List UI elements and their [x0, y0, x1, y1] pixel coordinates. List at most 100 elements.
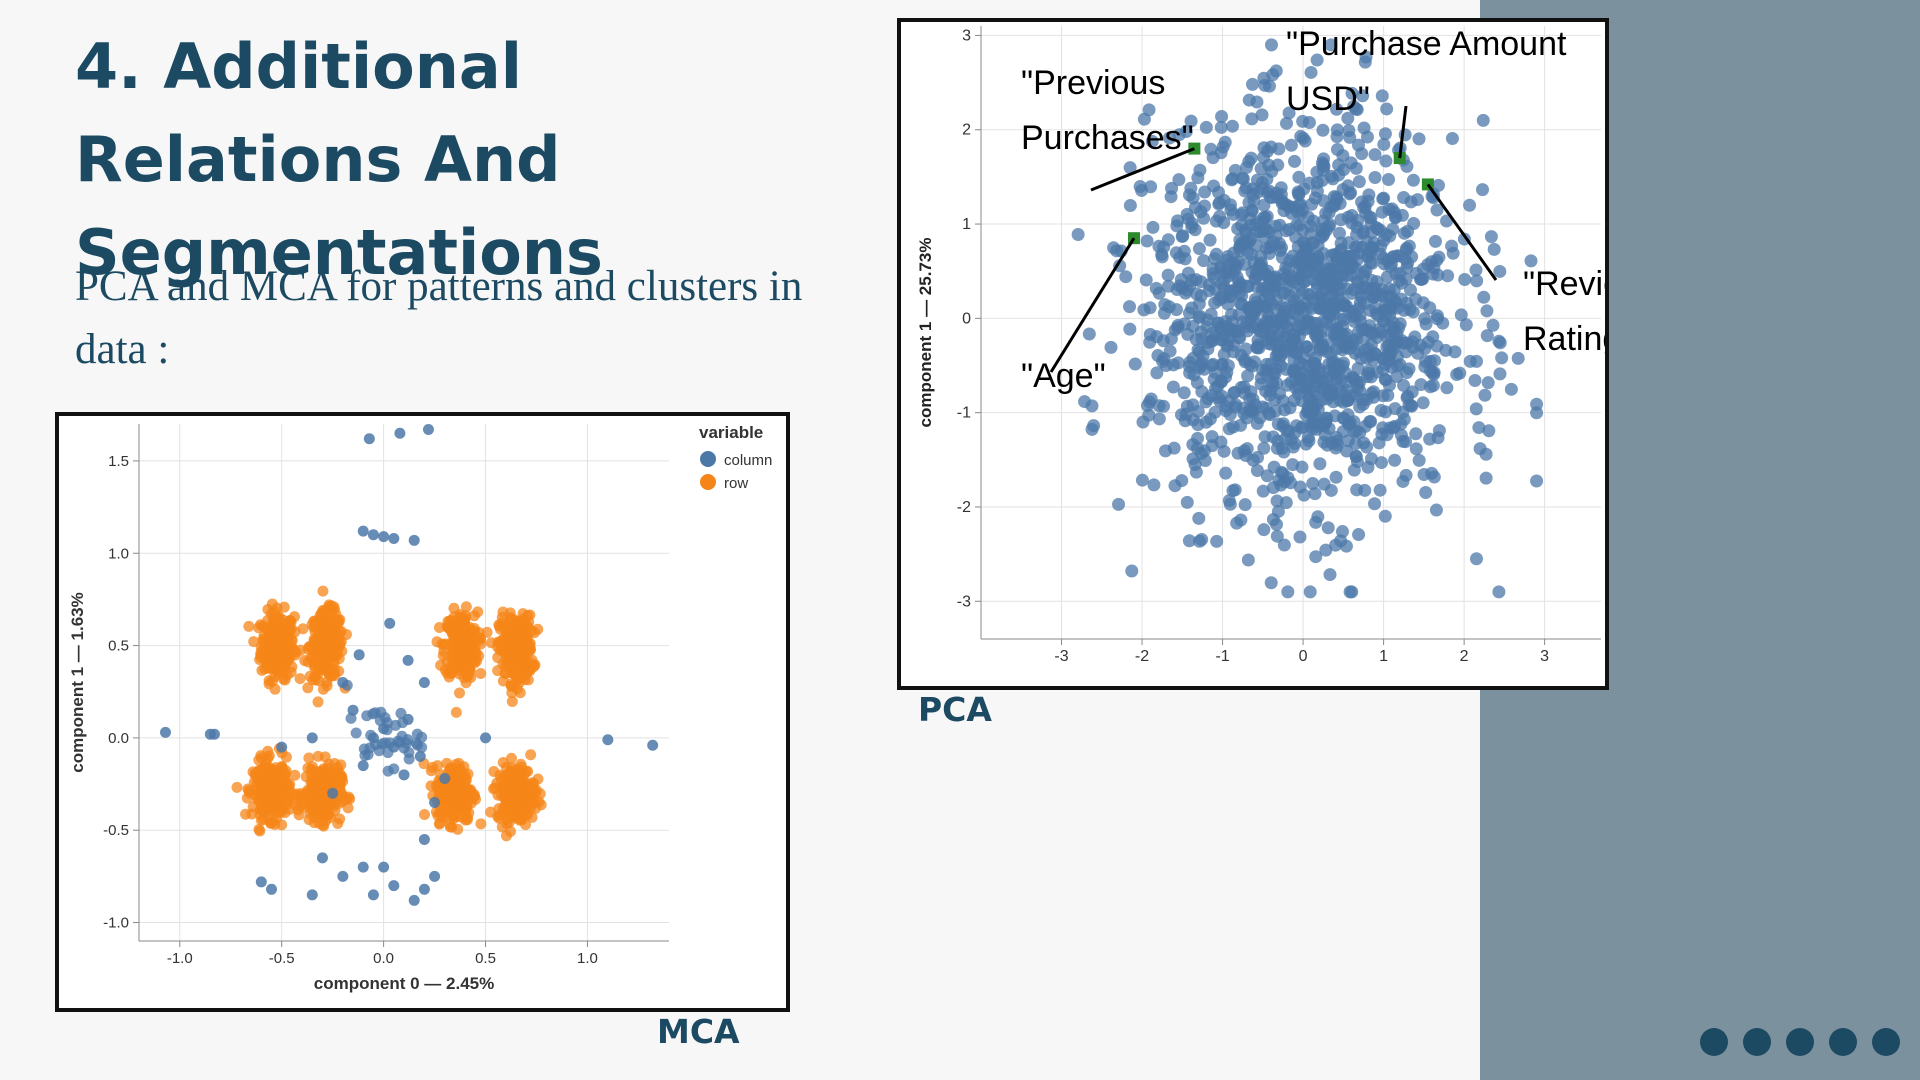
- row-point: [288, 611, 300, 623]
- row-point: [324, 621, 336, 633]
- pca-point: [1297, 265, 1311, 279]
- pca-point: [1310, 184, 1324, 198]
- pca-point: [1206, 151, 1220, 165]
- pca-point: [1308, 487, 1322, 501]
- row-point: [497, 675, 509, 687]
- pca-point: [1441, 269, 1455, 283]
- pca-point: [1256, 484, 1270, 498]
- row-point: [297, 623, 309, 635]
- pca-point: [1284, 273, 1298, 287]
- row-point: [273, 783, 285, 795]
- row-point: [460, 601, 472, 613]
- pca-point: [1293, 255, 1307, 269]
- pca-point: [1282, 106, 1296, 120]
- row-point: [515, 758, 527, 770]
- pca-point: [1303, 585, 1317, 599]
- row-point: [241, 792, 253, 804]
- pca-point: [1399, 435, 1413, 449]
- pca-point: [1325, 382, 1339, 396]
- pca-point: [1406, 340, 1420, 354]
- row-point: [454, 687, 466, 699]
- row-point: [488, 783, 500, 795]
- column-point: [373, 745, 385, 757]
- pca-point: [1481, 376, 1495, 390]
- pca-point: [1307, 236, 1321, 250]
- row-point: [303, 752, 315, 764]
- pca-point: [1281, 471, 1295, 485]
- pca-point: [1139, 273, 1153, 287]
- row-point: [497, 756, 509, 768]
- pca-point: [1402, 362, 1416, 376]
- pca-point: [1277, 538, 1291, 552]
- pca-point: [1293, 480, 1307, 494]
- pca-point: [1356, 393, 1370, 407]
- row-point: [332, 818, 344, 830]
- pca-point: [1288, 154, 1302, 168]
- y-tick-label: 2: [962, 122, 971, 139]
- pca-point: [1418, 312, 1432, 326]
- pca-point: [1470, 354, 1484, 368]
- pca-point: [1373, 223, 1387, 237]
- y-tick-label: 1.0: [108, 545, 129, 562]
- column-point: [353, 649, 365, 661]
- pca-point: [1476, 113, 1490, 127]
- y-tick-label: 1.5: [108, 453, 129, 470]
- row-point: [267, 675, 279, 687]
- column-point: [367, 889, 379, 901]
- row-point: [445, 614, 457, 626]
- row-point: [532, 623, 544, 635]
- row-point: [470, 651, 482, 663]
- pca-point: [1164, 190, 1178, 204]
- column-point: [395, 707, 407, 719]
- row-point: [513, 677, 525, 689]
- pca-point: [1197, 211, 1211, 225]
- pca-point: [1330, 102, 1344, 116]
- pca-point: [1371, 323, 1385, 337]
- row-point: [243, 620, 255, 632]
- row-point: [449, 778, 461, 790]
- pca-point: [1343, 585, 1357, 599]
- pagination-dot: [1700, 1028, 1728, 1056]
- pca-point: [1242, 93, 1256, 107]
- column-point: [365, 729, 377, 741]
- pca-point: [1373, 483, 1387, 497]
- row-point: [310, 674, 322, 686]
- pca-caption: PCA: [918, 690, 992, 729]
- row-point: [289, 769, 301, 781]
- pca-point: [1486, 318, 1500, 332]
- column-point: [439, 773, 451, 785]
- pca-point: [1292, 329, 1306, 343]
- row-point: [334, 779, 346, 791]
- row-point: [475, 667, 487, 679]
- pca-point: [1264, 38, 1278, 52]
- pca-point: [1123, 161, 1137, 175]
- pca-point: [1334, 213, 1348, 227]
- legend-swatch-column: [700, 451, 716, 467]
- pca-point: [1156, 334, 1170, 348]
- pca-point: [1228, 385, 1242, 399]
- pca-point: [1492, 585, 1506, 599]
- pca-point: [1281, 585, 1295, 599]
- pca-point: [1257, 150, 1271, 164]
- pca-point: [1357, 297, 1371, 311]
- pca-point: [1386, 222, 1400, 236]
- pca-point: [1335, 525, 1349, 539]
- column-point: [388, 532, 400, 544]
- pca-point: [1238, 184, 1252, 198]
- row-point: [271, 602, 283, 614]
- pca-point: [1112, 497, 1126, 511]
- row-point: [279, 674, 291, 686]
- pca-point: [1214, 374, 1228, 388]
- pca-point: [1191, 343, 1205, 357]
- pca-point: [1281, 261, 1295, 275]
- column-point: [394, 736, 406, 748]
- pca-point: [1125, 564, 1139, 578]
- pca-point: [1429, 503, 1443, 517]
- pca-point: [1479, 447, 1493, 461]
- column-point: [397, 717, 409, 729]
- pca-point: [1401, 389, 1415, 403]
- pca-point: [1258, 78, 1272, 92]
- pca-point: [1430, 203, 1444, 217]
- pca-point: [1304, 418, 1318, 432]
- pca-point: [1215, 109, 1229, 123]
